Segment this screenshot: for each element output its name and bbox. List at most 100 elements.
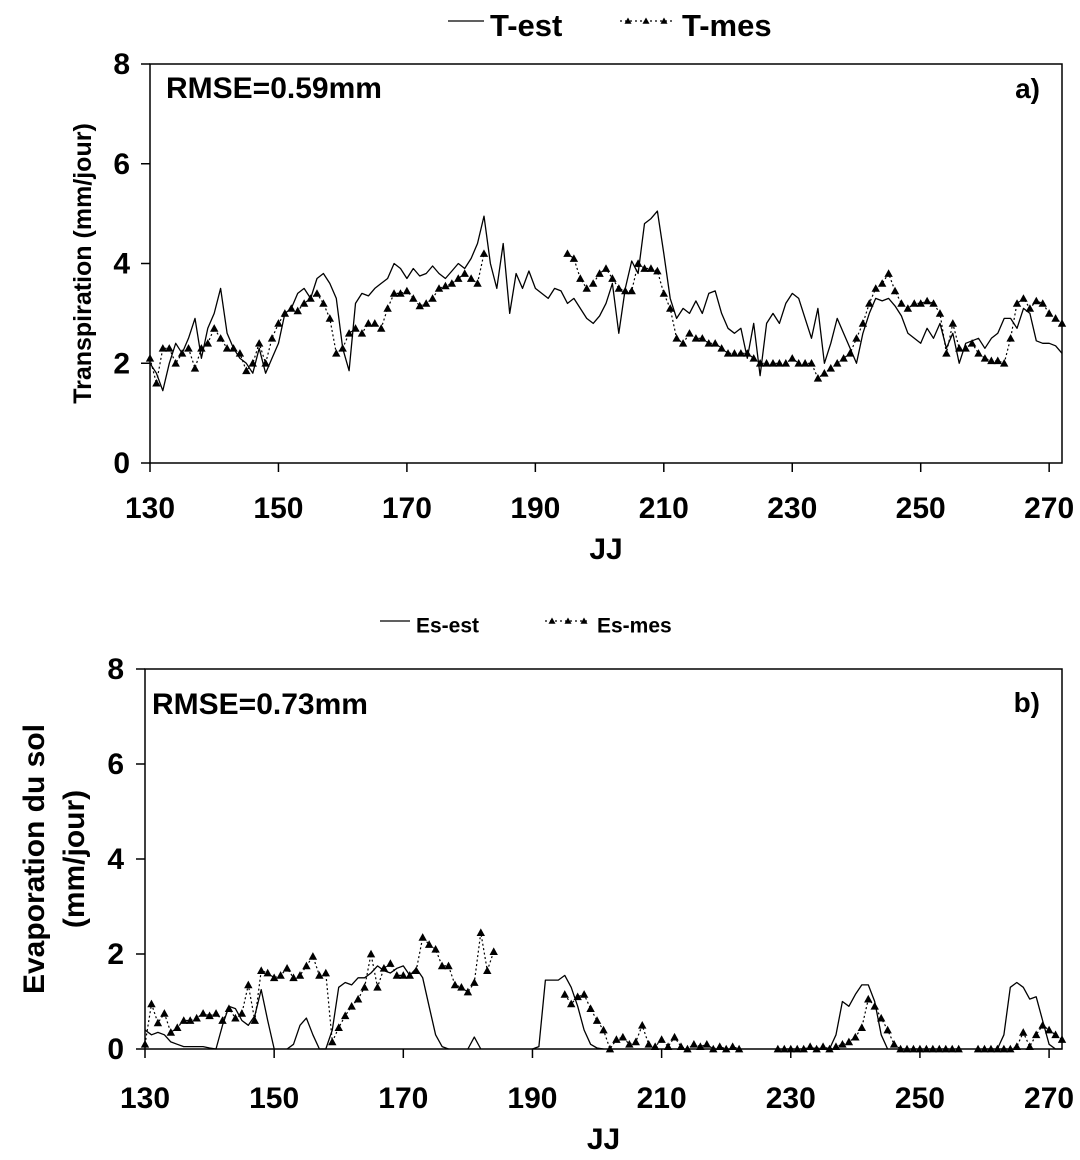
y-tick-label: 6 xyxy=(107,748,124,781)
data-point xyxy=(431,945,439,953)
panel-label: a) xyxy=(1015,73,1040,104)
data-point xyxy=(409,294,417,302)
data-point xyxy=(283,964,291,972)
data-point xyxy=(858,1023,866,1031)
x-tick-label: 190 xyxy=(507,1082,557,1115)
data-point xyxy=(358,329,366,337)
data-point xyxy=(270,974,278,982)
data-point xyxy=(287,304,295,312)
data-point xyxy=(160,1009,168,1017)
y-tick-label: 8 xyxy=(107,653,124,686)
data-point xyxy=(981,354,989,362)
data-point xyxy=(306,294,314,302)
data-point xyxy=(711,339,719,347)
data-point xyxy=(403,287,411,295)
y-tick-label: 2 xyxy=(107,938,124,971)
y-tick-label: 2 xyxy=(113,347,130,380)
data-point xyxy=(703,1040,711,1048)
data-point xyxy=(819,1042,827,1050)
data-point xyxy=(782,359,790,367)
data-point xyxy=(448,279,456,287)
data-point xyxy=(679,339,687,347)
series-line xyxy=(150,254,484,384)
data-point xyxy=(244,981,252,989)
x-tick-label: 150 xyxy=(249,1082,299,1115)
data-point xyxy=(464,988,472,996)
data-point xyxy=(563,249,571,257)
data-point xyxy=(750,354,758,362)
x-axis-label: JJ xyxy=(589,533,622,566)
data-point xyxy=(480,249,488,257)
data-point xyxy=(141,1040,149,1048)
legend-label-es-est: Es-est xyxy=(416,615,479,638)
data-point xyxy=(367,950,375,958)
data-point xyxy=(1038,1021,1046,1029)
data-point xyxy=(296,971,304,979)
data-point xyxy=(878,279,886,287)
series-es-mes xyxy=(141,928,1066,1052)
data-point xyxy=(608,274,616,282)
data-point xyxy=(1006,334,1014,342)
data-point xyxy=(373,983,381,991)
y-tick-label: 6 xyxy=(113,148,130,181)
data-point xyxy=(961,344,969,352)
data-point xyxy=(302,962,310,970)
data-point xyxy=(660,289,668,297)
data-point xyxy=(1013,299,1021,307)
series-line xyxy=(145,933,494,1045)
data-point xyxy=(289,974,297,982)
x-tick-label: 130 xyxy=(120,1082,170,1115)
y-axis-label-line-2: (mm/jour) xyxy=(58,790,91,928)
x-tick-label: 230 xyxy=(767,492,817,525)
x-tick-label: 210 xyxy=(639,492,689,525)
data-point xyxy=(833,359,841,367)
x-tick-label: 230 xyxy=(766,1082,816,1115)
x-tick-label: 210 xyxy=(637,1082,687,1115)
data-point xyxy=(483,966,491,974)
data-point xyxy=(864,995,872,1003)
data-point xyxy=(942,349,950,357)
data-point xyxy=(212,1009,220,1017)
data-point xyxy=(677,1042,685,1050)
data-point xyxy=(467,274,475,282)
data-point xyxy=(657,1035,665,1043)
data-point xyxy=(322,969,330,977)
legend-label-es-mes: Es-mes xyxy=(597,615,672,638)
data-point xyxy=(806,1042,814,1050)
legend: Es-est Es-mes xyxy=(380,615,672,638)
data-point xyxy=(845,1038,853,1046)
data-point xyxy=(354,995,362,1003)
data-point xyxy=(852,334,860,342)
legend: T-est T-mes xyxy=(448,8,772,43)
data-point xyxy=(341,1012,349,1020)
data-point xyxy=(147,1000,155,1008)
data-point xyxy=(949,319,957,327)
y-tick-label: 0 xyxy=(107,1033,124,1066)
data-point xyxy=(225,1004,233,1012)
data-point xyxy=(192,1014,200,1022)
data-point xyxy=(473,279,481,287)
data-point xyxy=(865,299,873,307)
data-point xyxy=(1013,1042,1021,1050)
data-point xyxy=(580,990,588,998)
data-point xyxy=(890,1040,898,1048)
data-point xyxy=(593,1016,601,1024)
data-point xyxy=(229,344,237,352)
data-point xyxy=(576,274,584,282)
data-point xyxy=(477,928,485,936)
y-axis-label: Transpiration (mm/jour) xyxy=(69,123,97,404)
data-point xyxy=(846,349,854,357)
data-point xyxy=(345,329,353,337)
data-point xyxy=(570,254,578,262)
data-point xyxy=(634,259,642,267)
x-tick-label: 170 xyxy=(382,492,432,525)
x-tick-label: 270 xyxy=(1024,492,1074,525)
series-line xyxy=(565,994,739,1049)
data-point xyxy=(268,334,276,342)
data-point xyxy=(338,344,346,352)
data-point xyxy=(832,1042,840,1050)
data-point xyxy=(360,983,368,991)
data-point xyxy=(146,354,154,362)
data-point xyxy=(716,1042,724,1050)
data-point xyxy=(839,354,847,362)
